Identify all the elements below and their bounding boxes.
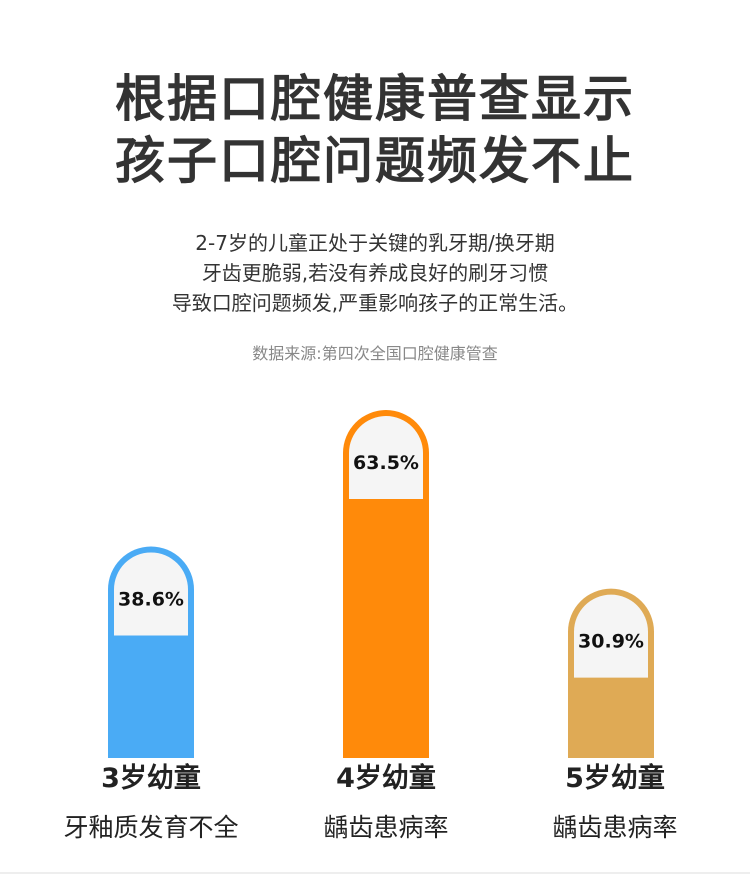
page-title-line-2: 孩子口腔问题频发不止 <box>115 132 635 190</box>
category-label-4yr: 4岁幼童 <box>336 763 436 794</box>
category-desc-4yr: 龋齿患病率 <box>323 813 449 842</box>
data-label-5岁幼童: 30.9% <box>578 631 644 653</box>
subtitle-line-1: 2-7岁的儿童正处于关键的乳牙期/换牙期 <box>195 231 555 255</box>
bar-label-panel-4岁幼童 <box>349 416 423 500</box>
bottom-divider <box>0 872 750 874</box>
subtitle-line-3: 导致口腔问题频发,严重影响孩子的正常生活。 <box>171 291 579 315</box>
page-title-line-1: 根据口腔健康普查显示 <box>115 70 635 128</box>
data-source-note: 数据来源:第四次全国口腔健康管查 <box>252 344 498 363</box>
bar-label-panel-3岁幼童 <box>114 552 188 636</box>
category-desc-5yr: 龋齿患病率 <box>552 813 678 842</box>
data-label-4岁幼童: 63.5% <box>353 452 419 474</box>
subtitle-line-2: 牙齿更脆弱,若没有养成良好的刷牙习惯 <box>201 261 549 285</box>
category-label-3yr: 3岁幼童 <box>101 763 201 794</box>
category-label-5yr: 5岁幼童 <box>565 763 665 794</box>
bar-label-panel-5岁幼童 <box>574 594 648 678</box>
data-label-3岁幼童: 38.6% <box>118 588 184 610</box>
category-desc-3yr: 牙釉质发育不全 <box>63 813 239 842</box>
